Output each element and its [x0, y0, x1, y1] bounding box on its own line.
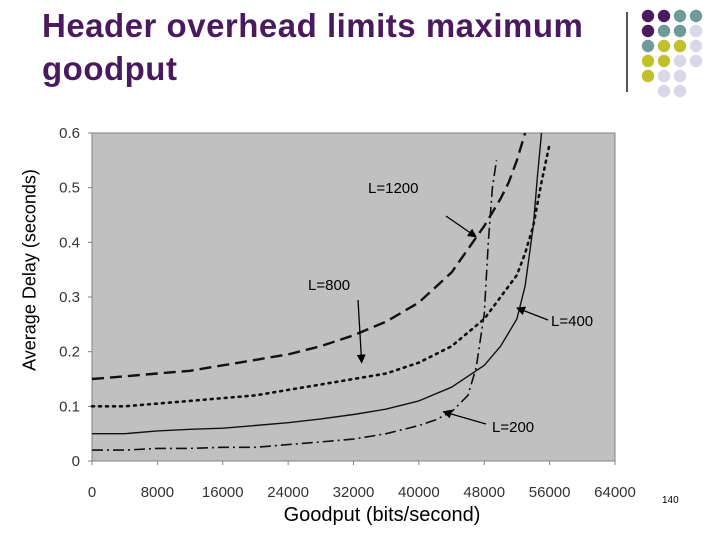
- axes: 0 8000 16000 24000 32000 40000 48000 56000 64000…: [59, 125, 636, 501]
- y-tick-label: 0.1: [59, 398, 80, 415]
- series-line-l-800: [90, 142, 551, 408]
- y-axis-label: Average Delay (seconds): [19, 169, 40, 371]
- accent-dot: [657, 24, 671, 38]
- annotation-label: L=800: [308, 277, 350, 294]
- y-tick-label: 0.4: [59, 234, 80, 251]
- accent-dot: [641, 39, 655, 53]
- annotation-arrow: [356, 299, 366, 364]
- annotation-arrow: [516, 306, 549, 321]
- accent-dot: [673, 69, 687, 83]
- accent-dot: [657, 9, 671, 23]
- y-tick-label: 0: [72, 453, 80, 470]
- title-divider: [626, 12, 628, 92]
- annotation-arrow: [445, 215, 477, 238]
- accent-dot: [641, 54, 655, 68]
- accent-dot: [673, 24, 687, 38]
- accent-dot: [689, 24, 703, 38]
- x-tick-label: 8000: [141, 484, 174, 501]
- x-tick-label: 64000: [594, 484, 636, 501]
- series-layer: [90, 132, 551, 451]
- accent-dot: [673, 54, 687, 68]
- decorative-dot-grid: [641, 9, 703, 98]
- slide-title: Header overhead limits maximum goodput: [42, 7, 584, 87]
- accent-dot: [657, 84, 671, 98]
- accent-dot: [641, 9, 655, 23]
- y-tick-label: 0.3: [59, 289, 80, 306]
- annotation-label: L=1200: [368, 180, 418, 197]
- accent-dot: [657, 39, 671, 53]
- y-tick-label: 0.2: [59, 344, 80, 361]
- accent-dot: [641, 69, 655, 83]
- series-line-l-1200: [91, 132, 527, 381]
- y-tick-label: 0.6: [59, 125, 80, 142]
- page-number: 140: [662, 495, 679, 506]
- accent-dot: [689, 54, 703, 68]
- accent-dot: [673, 39, 687, 53]
- plot-area: [91, 132, 616, 462]
- annotation-label: L=400: [551, 313, 593, 330]
- x-tick-label: 40000: [398, 484, 440, 501]
- x-tick-label: 48000: [463, 484, 505, 501]
- annotation-label: L=200: [492, 419, 534, 436]
- x-tick-label: 24000: [267, 484, 309, 501]
- annotation-arrow: [442, 409, 487, 425]
- accent-dot: [673, 84, 687, 98]
- x-axis-label: Goodput (bits/second): [283, 504, 481, 526]
- accent-dot: [641, 24, 655, 38]
- accent-dot: [657, 69, 671, 83]
- series-line-l-400: [92, 132, 543, 435]
- x-tick-label: 56000: [529, 484, 571, 501]
- annotation-layer: L=1200 L=800 L=400 L=200: [308, 180, 593, 436]
- x-tick-label: 32000: [333, 484, 375, 501]
- accent-dot: [689, 39, 703, 53]
- accent-dot: [689, 9, 703, 23]
- x-tick-label: 0: [88, 484, 96, 501]
- series-line-l-200: [92, 160, 498, 451]
- accent-dot: [673, 9, 687, 23]
- x-tick-label: 16000: [202, 484, 244, 501]
- y-tick-label: 0.5: [59, 180, 80, 197]
- accent-dot: [657, 54, 671, 68]
